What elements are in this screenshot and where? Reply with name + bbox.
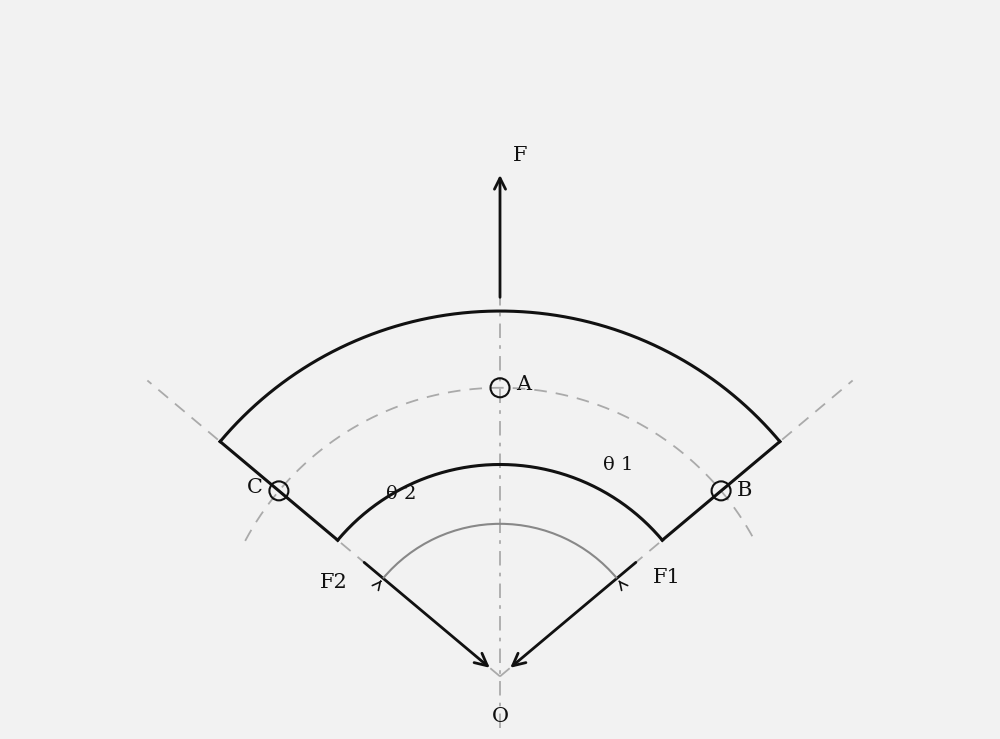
Text: F1: F1 bbox=[653, 568, 680, 587]
Text: θ 1: θ 1 bbox=[603, 455, 633, 474]
Text: B: B bbox=[737, 481, 753, 500]
Text: F: F bbox=[513, 146, 528, 165]
Text: θ 2: θ 2 bbox=[386, 485, 416, 503]
Text: C: C bbox=[247, 477, 263, 497]
Text: F2: F2 bbox=[320, 573, 347, 592]
Text: A: A bbox=[516, 375, 531, 394]
Text: O: O bbox=[492, 707, 509, 726]
